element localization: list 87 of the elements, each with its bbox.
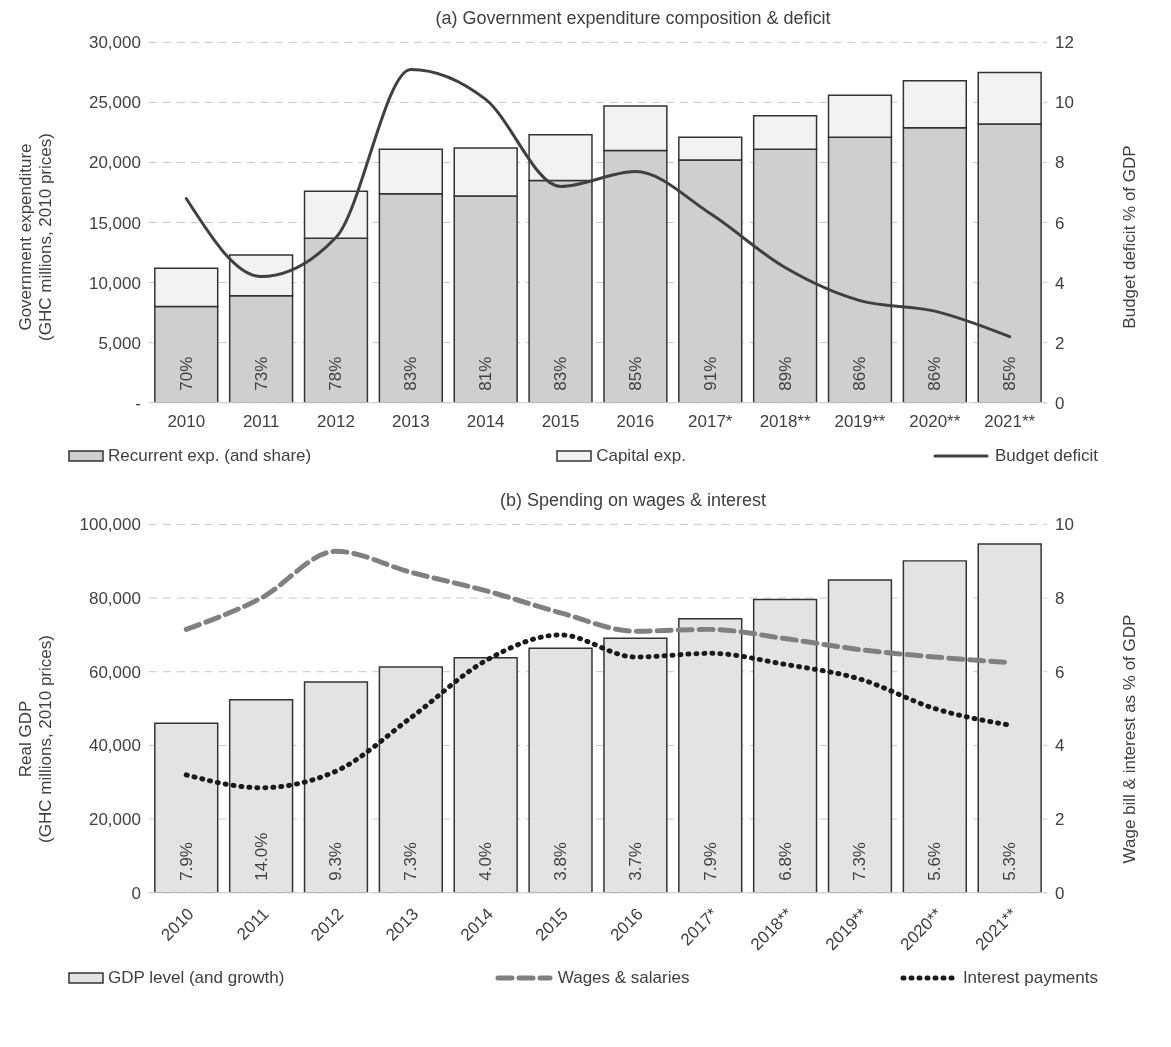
x-tick-label: 2013	[391, 411, 430, 431]
annotation: 85%	[1000, 356, 1020, 391]
bar	[752, 598, 818, 893]
annotation: 7.9%	[176, 842, 196, 881]
y-tick-label: 10,000	[88, 273, 141, 293]
annotation: 14.0%	[251, 832, 271, 881]
annotation: 9.3%	[326, 842, 346, 881]
x-tick-label: 2018**	[759, 411, 811, 431]
y-axis-title: Real GDP (GHC millions, 2010 prices)	[16, 635, 56, 843]
bar	[453, 656, 518, 893]
y-tick-label: 5,000	[98, 333, 141, 353]
annotation: 86%	[850, 356, 870, 391]
x-tick-label: 2017*	[688, 411, 733, 431]
legend-label: Recurrent exp. (and share)	[108, 446, 312, 466]
bar	[902, 560, 968, 893]
y2-tick-label: 8	[1055, 153, 1065, 173]
legend-label: Capital exp.	[596, 446, 686, 466]
y-tick-label: 15,000	[88, 213, 141, 233]
y-tick-label: 30,000	[88, 33, 141, 53]
annotation: 3.7%	[625, 842, 645, 881]
annotation: 73%	[251, 356, 271, 391]
y2-tick-label: 0	[1055, 393, 1065, 413]
y-tick-label: 80,000	[88, 589, 141, 609]
legend-label: GDP level (and growth)	[108, 968, 285, 988]
x-tick-label: 2010	[167, 411, 206, 431]
bar	[528, 647, 593, 893]
x-tick-label: 2011	[242, 411, 280, 431]
annotation: 89%	[775, 356, 795, 391]
x-tick-label: 2016	[616, 411, 655, 431]
bar	[678, 617, 743, 893]
legend-label: Wages & salaries	[557, 968, 690, 988]
bar	[827, 579, 893, 893]
annotation: 7.3%	[850, 842, 870, 881]
y2-tick-label: 10	[1055, 515, 1074, 535]
annotation: 3.8%	[551, 842, 571, 881]
x-tick-label: 2019**	[834, 411, 886, 431]
y2-tick-label: 6	[1055, 213, 1065, 233]
annotation: 70%	[176, 356, 196, 391]
bar	[303, 681, 369, 893]
y2-tick-label: 12	[1055, 33, 1074, 53]
y2-tick-label: 4	[1055, 736, 1065, 756]
y2-tick-label: 4	[1055, 273, 1065, 293]
bar	[977, 543, 1042, 893]
legend-label: Interest payments	[962, 968, 1098, 988]
annotation: 83%	[401, 356, 421, 391]
y-tick-label: 0	[131, 883, 141, 903]
y-tick-label: 25,000	[88, 93, 141, 113]
y2-axis-title: Wage bill & interest as % of GDP	[1120, 614, 1140, 864]
annotation: 5.3%	[1000, 842, 1020, 881]
x-tick-label: 2021**	[984, 411, 1036, 431]
y2-tick-label: 2	[1055, 810, 1065, 830]
bar	[228, 698, 294, 893]
legend-label: Budget deficit	[994, 446, 1098, 466]
annotation: 5.6%	[925, 842, 945, 881]
y-tick-label: 60,000	[88, 662, 141, 682]
line-series	[184, 67, 1012, 339]
chart-title: (b) Spending on wages & interest	[498, 490, 768, 512]
annotation: 6.8%	[775, 842, 795, 881]
y-tick-label: 40,000	[88, 736, 141, 756]
y2-tick-label: 0	[1055, 883, 1065, 903]
y2-tick-label: 10	[1055, 93, 1074, 113]
annotation: 7.3%	[401, 842, 421, 881]
y-tick-label: 100,000	[79, 515, 141, 535]
annotation: 86%	[925, 356, 945, 391]
x-tick-label: 2020**	[909, 411, 961, 431]
x-tick-label: 2012	[317, 411, 355, 431]
annotation: 91%	[700, 356, 720, 391]
annotation: 78%	[326, 356, 346, 391]
x-tick-label: 2014	[466, 411, 505, 431]
y2-tick-label: 2	[1055, 333, 1065, 353]
annotation: 81%	[476, 356, 496, 391]
bar	[154, 722, 219, 893]
annotation: 85%	[625, 356, 645, 391]
annotation: 83%	[551, 356, 571, 391]
y-tick-label: -	[135, 393, 141, 413]
bar	[378, 666, 444, 893]
y-tick-label: 20,000	[88, 810, 141, 830]
chart-title: (a) Government expenditure composition & deficit	[434, 8, 832, 30]
annotation: 4.0%	[476, 842, 496, 881]
y2-tick-label: 8	[1055, 589, 1065, 609]
bar	[603, 637, 668, 893]
y2-axis-title: Budget deficit % of GDP	[1120, 145, 1140, 329]
y2-tick-label: 6	[1055, 662, 1065, 682]
y-tick-label: 20,000	[88, 153, 141, 173]
annotation: 7.9%	[700, 842, 720, 881]
x-tick-label: 2015	[541, 411, 580, 431]
y-axis-title: Government expenditure (GHC millions, 2010 prices)	[16, 133, 56, 341]
